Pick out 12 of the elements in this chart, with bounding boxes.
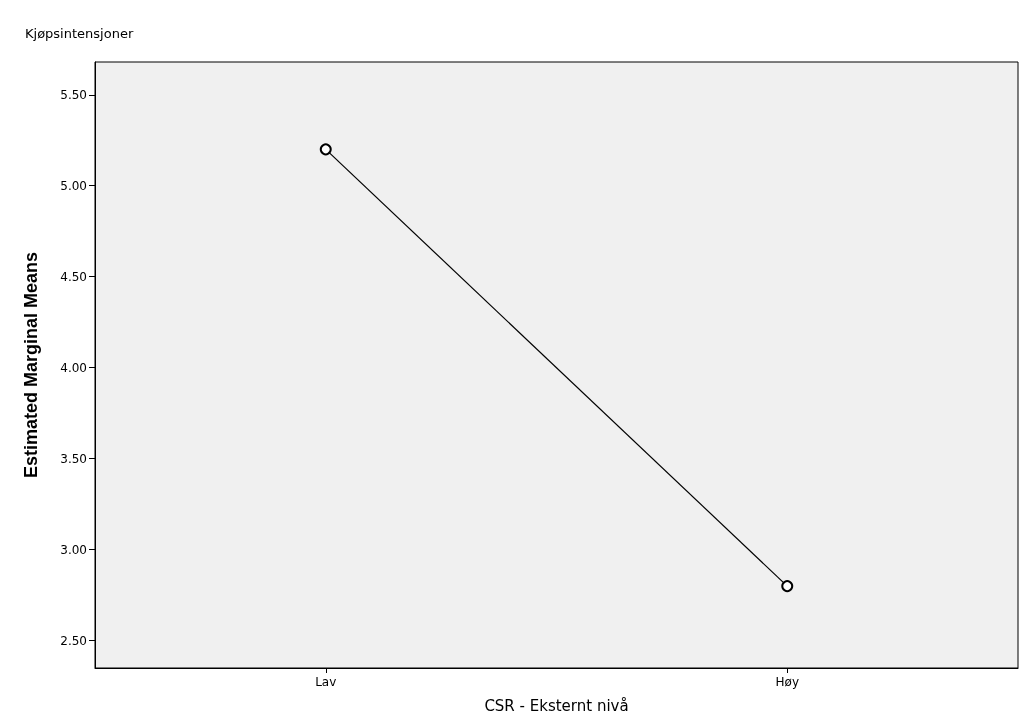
x-axis-title: CSR - Eksternt nivå [484, 696, 629, 715]
y-tick-label: 3.50 [60, 451, 87, 466]
y-tick-label: 2.50 [60, 633, 87, 648]
y-axis-title: Estimated Marginal Means [21, 251, 41, 479]
x-tick-label: Lav [315, 675, 337, 689]
y-tick-label: 4.00 [60, 360, 87, 375]
chart-title: Kjøpsintensjoner [25, 26, 134, 41]
y-tick-label: 5.50 [60, 87, 87, 102]
y-tick-label: 3.00 [60, 542, 87, 557]
y-tick-label: 4.50 [60, 269, 87, 284]
x-tick-label: Høy [775, 675, 799, 689]
y-tick-label: 5.00 [60, 178, 87, 193]
